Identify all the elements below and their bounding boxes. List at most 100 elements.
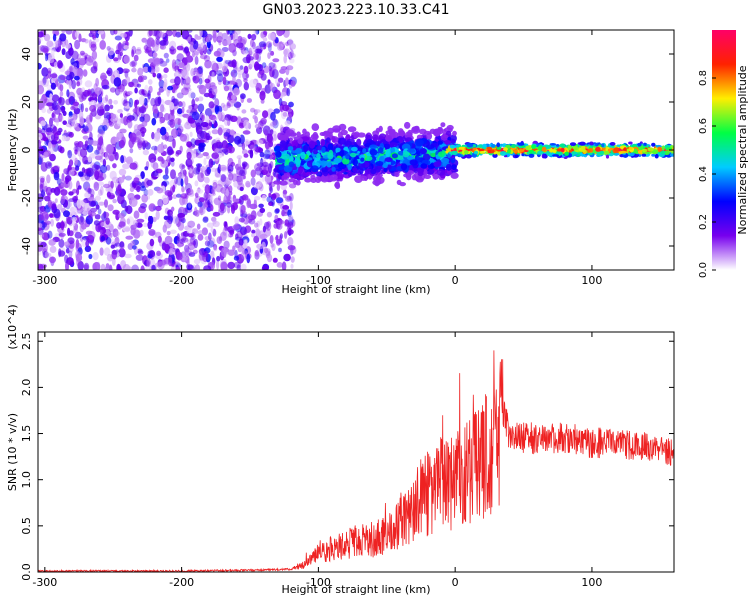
heatmap-cell xyxy=(160,99,165,109)
heatmap-cell xyxy=(338,137,347,145)
colorbar-gradient xyxy=(712,30,736,270)
heatmap-cell xyxy=(58,232,66,237)
heatmap-cell xyxy=(385,135,393,142)
heatmap-cell xyxy=(117,109,123,114)
heatmap-cell xyxy=(193,238,198,249)
heatmap-cell xyxy=(137,141,143,151)
heatmap-cell xyxy=(174,176,178,185)
heatmap-cell xyxy=(101,97,109,104)
heatmap-cell xyxy=(247,214,256,221)
y-tick-label: 2.5 xyxy=(20,332,33,350)
heatmap-cell xyxy=(163,144,168,149)
heatmap-cell xyxy=(191,98,196,108)
heatmap-cell xyxy=(375,161,384,166)
heatmap-cell xyxy=(79,94,84,103)
heatmap-cell xyxy=(103,211,107,219)
heatmap-cell xyxy=(651,142,656,147)
heatmap-cell xyxy=(131,49,135,58)
heatmap-cell xyxy=(96,193,101,203)
heatmap-cell xyxy=(105,217,110,225)
heatmap-cell xyxy=(97,181,105,186)
heatmap-cell xyxy=(201,165,206,173)
heatmap-cell xyxy=(164,243,170,253)
heatmap-cell xyxy=(473,150,479,155)
heatmap-cell xyxy=(81,91,88,100)
heatmap-cell xyxy=(106,144,114,154)
heatmap-cell xyxy=(87,55,94,63)
heatmap-cell xyxy=(59,75,67,81)
heatmap-cell xyxy=(150,97,156,107)
heatmap-cell xyxy=(230,115,238,123)
heatmap-cell xyxy=(85,240,90,248)
heatmap-cell xyxy=(88,253,93,260)
heatmap-cell xyxy=(89,112,93,123)
heatmap-cell xyxy=(157,156,164,162)
x-tick-label: 0 xyxy=(452,576,459,589)
heatmap-cell xyxy=(262,110,269,119)
heatmap-cell xyxy=(61,48,66,56)
heatmap-cell xyxy=(49,117,53,127)
heatmap-cell xyxy=(231,59,237,68)
heatmap-cell xyxy=(79,57,86,65)
heatmap-cell xyxy=(249,144,257,151)
heatmap-cell xyxy=(419,148,427,155)
heatmap-cell xyxy=(261,87,266,94)
heatmap-cell xyxy=(452,130,457,136)
heatmap-cell xyxy=(312,131,318,139)
heatmap-cell xyxy=(232,74,236,84)
heatmap-cell xyxy=(114,69,120,80)
heatmap-cell xyxy=(196,223,201,230)
heatmap-cell xyxy=(170,45,175,55)
heatmap-cell xyxy=(173,215,179,225)
heatmap-cell xyxy=(246,54,251,64)
heatmap-cell xyxy=(65,98,72,106)
heatmap-cell xyxy=(204,184,211,195)
heatmap-cell xyxy=(206,48,212,55)
heatmap-cell xyxy=(132,182,137,189)
heatmap-cell xyxy=(181,237,189,243)
heatmap-cell xyxy=(46,40,54,48)
heatmap-cell xyxy=(280,91,287,97)
heatmap-cell xyxy=(250,107,256,113)
heatmap-cell xyxy=(194,209,200,217)
heatmap-cell xyxy=(60,220,65,231)
heatmap-cell xyxy=(192,51,195,58)
heatmap-cell xyxy=(171,206,175,212)
heatmap-cell xyxy=(163,39,169,46)
heatmap-cell xyxy=(129,61,136,67)
heatmap-cell xyxy=(207,240,215,248)
heatmap-cell xyxy=(676,150,681,155)
heatmap-cell xyxy=(521,153,525,157)
heatmap-cell xyxy=(514,154,519,158)
heatmap-cell xyxy=(51,112,55,118)
heatmap-cell xyxy=(190,138,196,148)
heatmap-cell xyxy=(142,66,149,73)
heatmap-cell xyxy=(57,127,63,133)
y-tick-label: 0.0 xyxy=(20,563,33,581)
heatmap-cell xyxy=(101,84,110,90)
heatmap-cell xyxy=(112,163,117,169)
heatmap-cell xyxy=(119,32,128,38)
heatmap-cell xyxy=(162,180,170,186)
heatmap-cell xyxy=(226,114,234,122)
heatmap-cell xyxy=(678,149,683,153)
heatmap-cell xyxy=(220,102,226,108)
heatmap-cell xyxy=(179,168,185,179)
heatmap-cell xyxy=(191,167,197,177)
heatmap-cell xyxy=(203,265,212,270)
heatmap-cell xyxy=(258,64,263,72)
heatmap-cell xyxy=(171,128,178,139)
heatmap-cell xyxy=(541,153,546,159)
heatmap-cell xyxy=(528,153,535,158)
heatmap-cell xyxy=(148,250,156,258)
heatmap-cell xyxy=(68,169,75,177)
y-tick-label: 40 xyxy=(20,47,33,61)
heatmap-cell xyxy=(110,180,114,189)
heatmap-cell xyxy=(47,230,53,239)
heatmap-cell xyxy=(253,235,260,244)
heatmap-cell xyxy=(641,153,647,157)
heatmap-cell xyxy=(600,143,605,147)
heatmap-cell xyxy=(409,159,418,166)
heatmap-cell xyxy=(404,121,411,129)
heatmap-cell xyxy=(148,79,153,85)
